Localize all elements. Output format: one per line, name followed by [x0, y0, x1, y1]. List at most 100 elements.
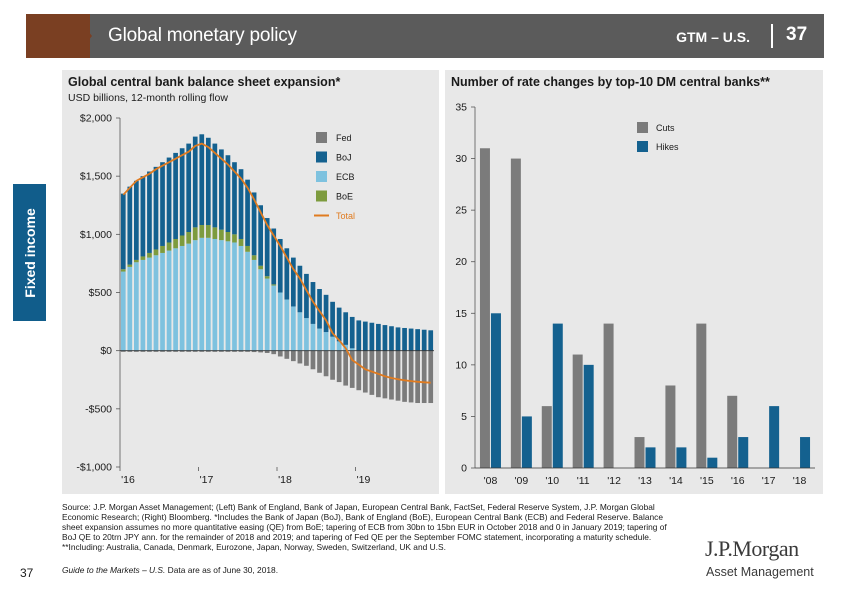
fed-bar: [205, 350, 211, 352]
asset-management-label: Asset Management: [706, 565, 814, 579]
fed-bar: [310, 350, 316, 370]
page-title: Global monetary policy: [108, 25, 297, 46]
cuts-bar: [603, 323, 614, 468]
ecb-bar: [251, 259, 257, 351]
boe-bar: [179, 235, 185, 246]
fed-bar: [153, 350, 159, 352]
boe-bar: [127, 264, 133, 267]
legend-label-hikes: Hikes: [656, 142, 679, 152]
y-tick-label: $0: [100, 345, 112, 357]
ecb-bar: [349, 348, 355, 351]
hikes-bar: [552, 323, 563, 468]
legend-label-fed: Fed: [336, 133, 352, 143]
y-tick-label: $1,000: [80, 229, 112, 241]
right-chart-title: Number of rate changes by top-10 DM cent…: [451, 75, 770, 89]
boe-bar: [153, 249, 159, 256]
rate-changes-chart: 0 5 10 15 20 25 30 35 '08 '09 '10 '11 '12 '13 '14 '15 '1…: [455, 102, 815, 487]
ecb-bar: [330, 336, 335, 351]
boj-bar: [336, 307, 342, 342]
boe-bar: [133, 259, 139, 263]
fed-bar: [264, 350, 270, 353]
fed-bar: [362, 350, 368, 393]
boj-bar: [140, 176, 146, 257]
y-tick-label: 25: [455, 205, 467, 217]
boe-bar: [258, 265, 264, 270]
boj-bar: [408, 328, 414, 351]
boe-bar: [238, 238, 244, 246]
x-tick-label: '15: [700, 475, 714, 487]
boe-bar: [205, 225, 211, 238]
y-tick-label: $1,500: [80, 171, 112, 183]
ecb-bar: [310, 323, 316, 351]
jpmorgan-logo: J.P.Morgan: [705, 536, 799, 561]
x-tick-label: '18: [278, 474, 292, 486]
boj-bar: [133, 180, 139, 260]
y-tick-label: 20: [455, 256, 467, 268]
boj-bar: [120, 193, 126, 270]
legend-swatch-hikes: [637, 141, 648, 152]
section-tab-label: Fixed income: [21, 207, 38, 298]
x-tick-label: '09: [515, 475, 529, 487]
legend-swatch-fed: [316, 132, 327, 143]
y-tick-label: -$1,000: [76, 462, 112, 474]
boj-bar: [160, 162, 165, 246]
x-tick-label: '16: [121, 474, 135, 486]
x-tick-label: '08: [484, 475, 498, 487]
boj-bar: [238, 169, 244, 239]
boj-bar: [297, 265, 303, 313]
ecb-bar: [173, 248, 178, 351]
cuts-bar: [541, 406, 552, 468]
cuts-bar: [479, 148, 490, 468]
data-date: Data are as of June 30, 2018.: [165, 565, 279, 575]
boe-bar: [173, 238, 178, 249]
hikes-bar: [521, 416, 532, 468]
x-tick-label: '10: [545, 475, 559, 487]
fed-bar: [382, 350, 388, 399]
boj-bar: [219, 149, 224, 230]
cuts-bar: [727, 395, 738, 468]
boj-bar: [212, 143, 218, 228]
boj-bar: [153, 166, 159, 250]
boj-bar: [127, 186, 133, 265]
fed-bar: [199, 350, 205, 352]
fed-bar: [297, 350, 303, 364]
boj-bar: [349, 316, 355, 349]
ecb-bar: [290, 306, 296, 351]
fed-bar: [251, 350, 257, 353]
x-tick-label: '12: [607, 475, 621, 487]
boj-bar: [376, 323, 381, 351]
boj-bar: [323, 294, 329, 333]
x-tick-label: '11: [577, 475, 590, 487]
ecb-bar: [258, 269, 264, 351]
boe-bar: [212, 227, 218, 239]
ecb-bar: [212, 238, 218, 351]
section-tab: Fixed income: [13, 184, 46, 321]
ecb-bar: [147, 257, 152, 351]
boj-bar: [166, 157, 172, 243]
fed-bar: [219, 350, 224, 352]
fed-bar: [133, 350, 139, 352]
ecb-bar: [323, 332, 329, 351]
hikes-bar: [800, 437, 811, 468]
ecb-bar: [232, 242, 237, 351]
boe-bar: [225, 232, 231, 242]
fed-bar: [140, 350, 146, 352]
boj-bar: [271, 228, 277, 285]
ecb-bar: [219, 240, 224, 351]
y-tick-label: 5: [461, 411, 467, 423]
fed-bar: [323, 350, 329, 377]
fed-bar: [179, 350, 185, 352]
fed-bar: [127, 350, 133, 352]
ecb-bar: [140, 259, 146, 351]
ecb-bar: [245, 251, 250, 351]
fed-bar: [343, 350, 349, 386]
right-chart-panel: Number of rate changes by top-10 DM cent…: [445, 70, 823, 494]
header-divider: [771, 24, 773, 48]
boe-bar: [192, 227, 198, 241]
boj-bar: [277, 238, 283, 293]
boj-bar: [389, 326, 394, 351]
boj-bar: [147, 171, 152, 253]
header-page-number: 37: [786, 24, 808, 45]
left-chart-title: Global central bank balance sheet expans…: [68, 75, 341, 89]
ecb-bar: [179, 245, 185, 351]
